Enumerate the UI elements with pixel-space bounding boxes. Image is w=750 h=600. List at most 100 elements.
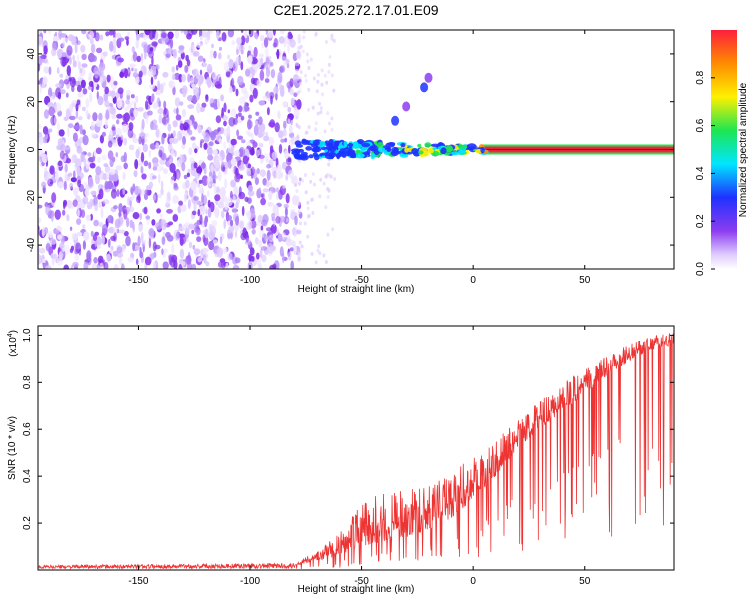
noise-speckle	[69, 182, 74, 189]
noise-speckle	[214, 207, 220, 218]
noise-speckle	[235, 56, 241, 66]
noise-speckle	[222, 166, 226, 172]
noise-speckle	[269, 202, 274, 207]
noise-speckle	[63, 180, 67, 191]
noise-speckle	[87, 204, 91, 210]
noise-speckle	[41, 181, 47, 188]
noise-speckle	[57, 91, 62, 100]
carrier-cluster-blob	[347, 142, 354, 148]
noise-speckle	[254, 120, 258, 125]
noise-speckle	[181, 162, 186, 172]
noise-speckle	[93, 150, 97, 157]
noise-speckle	[328, 121, 331, 126]
noise-speckle	[140, 188, 145, 197]
noise-speckle	[121, 123, 129, 133]
noise-speckle	[208, 240, 215, 251]
noise-speckle	[148, 181, 154, 189]
carrier-cluster-blob	[370, 152, 376, 160]
noise-speckle	[205, 261, 210, 267]
noise-speckle	[253, 46, 258, 58]
snr-scale-label: (x104)	[7, 330, 19, 357]
noise-speckle	[233, 118, 238, 125]
noise-speckle	[274, 122, 280, 133]
noise-speckle	[118, 37, 125, 42]
noise-speckle	[83, 261, 89, 269]
noise-speckle	[304, 73, 307, 78]
noise-speckle	[276, 164, 282, 174]
noise-speckle	[218, 76, 222, 87]
noise-speckle	[311, 211, 315, 215]
noise-speckle	[230, 219, 234, 227]
noise-speckle	[314, 121, 318, 126]
noise-speckle	[65, 157, 72, 164]
noise-speckle	[207, 154, 214, 161]
noise-speckle	[118, 203, 123, 213]
noise-speckle	[140, 232, 144, 243]
noise-speckle	[258, 264, 263, 269]
noise-speckle	[275, 171, 283, 180]
noise-speckle	[128, 144, 135, 151]
noise-speckle	[188, 254, 191, 265]
noise-speckle	[49, 238, 57, 245]
noise-speckle	[300, 244, 304, 249]
noise-speckle	[76, 231, 83, 237]
noise-speckle	[133, 108, 138, 118]
spectrogram-ticks: -150 -100 -50 0 50 -40 -20 0 20 40	[26, 30, 674, 286]
noise-speckle	[117, 57, 124, 63]
carrier-cluster-blob	[308, 154, 314, 159]
noise-speckle	[175, 64, 179, 71]
noise-speckle	[212, 149, 218, 156]
carrier-band-center	[482, 148, 674, 151]
noise-speckle	[148, 50, 155, 59]
noise-speckle	[265, 30, 268, 36]
noise-speckle	[205, 78, 211, 85]
noise-speckle	[284, 137, 288, 143]
colorbar-ticks: 0.0 0.2 0.4 0.6 0.8	[695, 70, 715, 276]
noise-speckle	[162, 118, 168, 126]
noise-speckle	[309, 179, 313, 184]
noise-speckle	[281, 161, 287, 170]
noise-speckle	[292, 175, 298, 187]
noise-speckle	[307, 66, 311, 70]
noise-speckle	[131, 46, 135, 53]
noise-speckle	[172, 48, 177, 59]
noise-speckle	[227, 252, 233, 261]
noise-speckle	[206, 190, 210, 198]
noise-speckle	[259, 169, 266, 178]
carrier-cluster-blob	[361, 142, 371, 148]
noise-speckle	[40, 54, 47, 60]
noise-speckle	[193, 196, 199, 201]
noise-speckle	[293, 108, 300, 119]
noise-speckle	[215, 30, 220, 40]
noise-speckle	[247, 184, 253, 192]
noise-speckle	[331, 227, 335, 232]
noise-speckle	[169, 158, 173, 165]
noise-speckle	[254, 237, 259, 245]
noise-speckle	[163, 108, 169, 119]
carrier-cluster-blob	[391, 146, 399, 154]
noise-speckle	[273, 215, 276, 227]
noise-speckle	[57, 181, 64, 189]
noise-speckle	[90, 190, 97, 196]
noise-speckle	[171, 66, 175, 73]
noise-speckle	[246, 140, 252, 147]
noise-speckle	[201, 162, 206, 169]
noise-speckle	[44, 227, 49, 235]
noise-speckle	[82, 106, 86, 112]
noise-speckle	[160, 219, 167, 231]
noise-speckle	[223, 141, 227, 149]
y-tick-label: 1.0	[22, 328, 33, 342]
noise-speckle	[143, 160, 149, 167]
noise-speckle	[136, 55, 142, 63]
noise-speckle	[48, 106, 55, 117]
x-tick-label: 50	[579, 576, 591, 587]
noise-speckle	[127, 128, 134, 139]
noise-speckle	[306, 59, 310, 64]
colorbar-gradient	[711, 30, 737, 269]
noise-speckle	[82, 224, 86, 230]
noise-speckle	[68, 77, 72, 82]
noise-speckle	[160, 187, 164, 196]
noise-speckle	[108, 249, 114, 254]
noise-speckle	[260, 193, 264, 198]
noise-speckle	[154, 244, 161, 250]
